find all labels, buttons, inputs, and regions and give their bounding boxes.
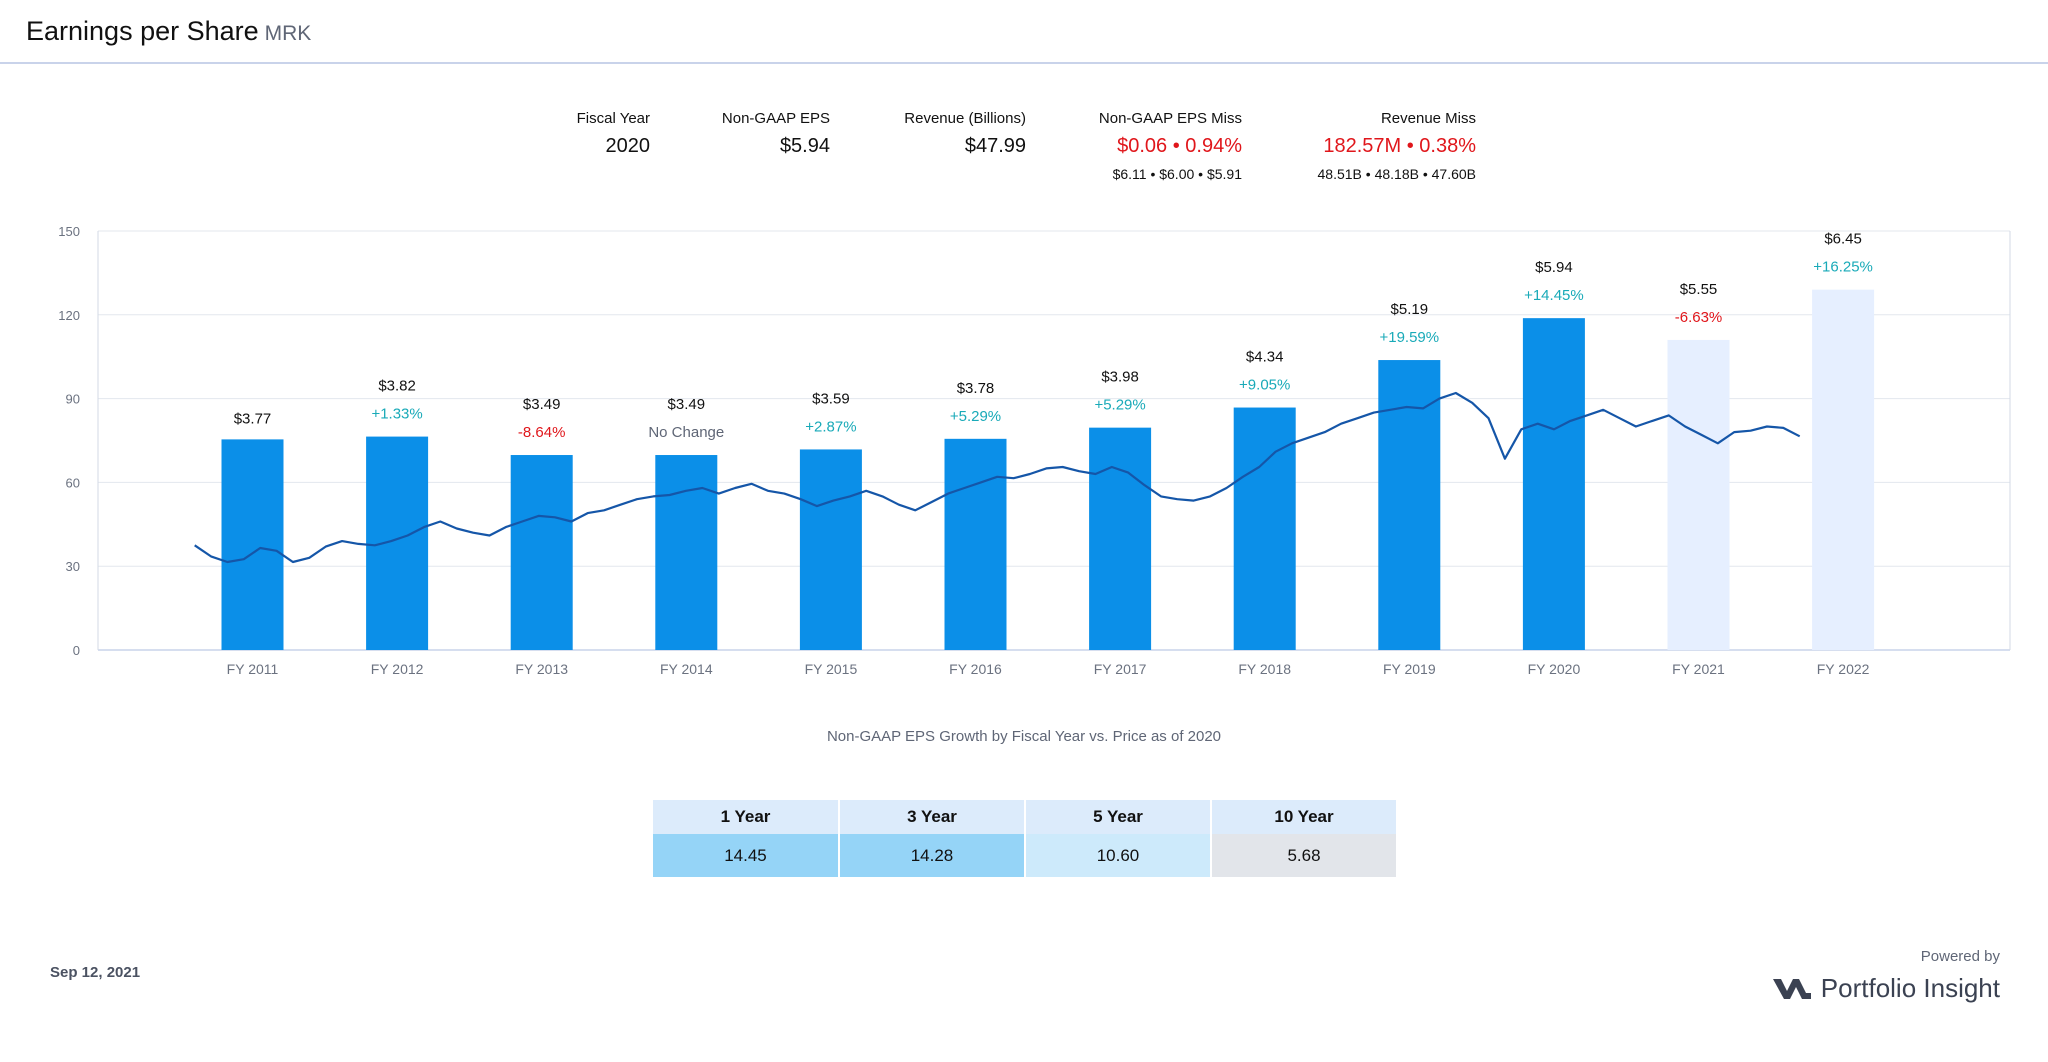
stat-value: 2020 <box>605 135 651 157</box>
eps-value-label: $5.19 <box>1391 301 1429 318</box>
stat-sub: $6.11 • $6.00 • $5.91 <box>1112 166 1242 182</box>
page-header: Earnings per Share MRK <box>0 0 2048 64</box>
eps-value-label: $3.49 <box>523 396 561 413</box>
x-tick-label: FY 2016 <box>949 661 1002 677</box>
stat-sub: 48.51B • 48.18B • 47.60B <box>1317 166 1476 182</box>
eps-value-label: $3.98 <box>1101 369 1139 386</box>
eps-bar[interactable] <box>944 438 1007 650</box>
eps-change-label: +9.05% <box>1239 377 1290 394</box>
eps-value-label: $3.59 <box>812 390 850 407</box>
eps-change-label: -6.63% <box>1675 309 1723 326</box>
growth-value-1y: 14.45 <box>653 834 840 877</box>
x-tick-label: FY 2019 <box>1383 661 1436 677</box>
powered-by[interactable]: Powered by Portfolio Insight <box>1772 948 2000 1004</box>
y-tick-label: 60 <box>66 475 80 490</box>
stat-revenue-miss: Revenue Miss 182.57M • 0.38% 48.51B • 48… <box>1290 110 1476 182</box>
y-tick-label: 90 <box>66 392 80 407</box>
y-tick-label: 0 <box>73 643 80 658</box>
stat-revenue: Revenue (Billions) $47.99 <box>870 110 1026 158</box>
growth-table: 1 Year 3 Year 5 Year 10 Year 14.45 14.28… <box>653 800 1398 877</box>
eps-bar[interactable] <box>1812 289 1875 650</box>
stat-fiscal-year: Fiscal Year 2020 <box>560 110 650 158</box>
growth-value-5y: 10.60 <box>1025 834 1212 877</box>
x-tick-label: FY 2012 <box>371 661 424 677</box>
eps-bar[interactable] <box>1667 339 1730 650</box>
stat-value: $47.99 <box>964 135 1026 157</box>
y-tick-label: 30 <box>66 559 80 574</box>
page-title: Earnings per Share MRK <box>26 16 311 47</box>
brand[interactable]: Portfolio Insight <box>1772 973 2000 1004</box>
eps-value-label: $5.55 <box>1680 281 1718 298</box>
growth-value-10y: 5.68 <box>1211 834 1398 877</box>
eps-bar[interactable] <box>1522 318 1585 650</box>
eps-change-label: +19.59% <box>1379 329 1439 346</box>
stat-value: $5.94 <box>779 135 830 157</box>
eps-change-label: +14.45% <box>1524 287 1584 304</box>
eps-value-label: $4.34 <box>1246 349 1284 366</box>
growth-header-5y: 5 Year <box>1025 800 1212 834</box>
growth-caption: Non-GAAP EPS Growth by Fiscal Year vs. P… <box>826 728 1222 745</box>
brand-name: Portfolio Insight <box>1820 973 2000 1003</box>
growth-header-1y: 1 Year <box>653 800 840 834</box>
growth-header-3y: 3 Year <box>839 800 1026 834</box>
eps-value-label: $3.78 <box>957 380 995 397</box>
powered-by-label: Powered by <box>1920 948 2000 965</box>
eps-bar[interactable] <box>1233 407 1296 650</box>
portfolio-insight-logo-icon <box>1772 978 1811 999</box>
stat-label: Revenue (Billions) <box>904 110 1026 127</box>
eps-bar[interactable] <box>510 455 573 650</box>
eps-change-label: -8.64% <box>518 424 566 441</box>
x-tick-label: FY 2014 <box>660 661 713 677</box>
growth-value-row: 14.45 14.28 10.60 5.68 <box>653 834 1398 877</box>
x-tick-label: FY 2015 <box>805 661 858 677</box>
as-of-date: Sep 12, 2021 <box>50 964 141 981</box>
price-line <box>194 391 1801 564</box>
eps-value-label: $3.82 <box>378 378 416 395</box>
x-tick-label: FY 2011 <box>227 661 279 677</box>
stat-label: Revenue Miss <box>1380 110 1476 127</box>
eps-bar[interactable] <box>1089 427 1152 650</box>
title-text: Earnings per Share <box>26 16 259 46</box>
eps-bar[interactable] <box>221 439 284 650</box>
x-tick-label: FY 2022 <box>1817 661 1870 677</box>
x-tick-label: FY 2021 <box>1672 661 1725 677</box>
stat-label: Non-GAAP EPS Miss <box>1098 110 1242 127</box>
eps-bar[interactable] <box>655 455 718 650</box>
eps-value-label: $6.45 <box>1824 231 1862 248</box>
x-tick-label: FY 2013 <box>515 661 568 677</box>
x-tick-label: FY 2017 <box>1094 661 1147 677</box>
eps-value-label: $3.77 <box>234 410 272 427</box>
stat-eps: Non-GAAP EPS $5.94 <box>700 110 830 158</box>
growth-header-row: 1 Year 3 Year 5 Year 10 Year <box>653 800 1398 834</box>
eps-change-label: +5.29% <box>1094 397 1145 414</box>
eps-change-label: +1.33% <box>371 406 422 423</box>
eps-chart: 0 30 60 90 120 150 $3.77 $3.82 +1.33% $3.49 -8.64%… <box>58 224 2011 677</box>
eps-change-label: +2.87% <box>805 418 856 435</box>
x-tick-label: FY 2018 <box>1238 661 1291 677</box>
ticker-symbol: MRK <box>264 22 312 45</box>
eps-change-label: +5.29% <box>950 408 1001 425</box>
stat-label: Non-GAAP EPS <box>721 110 830 127</box>
stat-label: Fiscal Year <box>576 110 650 127</box>
eps-change-label: +16.25% <box>1813 259 1873 276</box>
y-tick-label: 120 <box>58 308 80 323</box>
eps-change-label: No Change <box>648 424 724 441</box>
eps-value-label: $5.94 <box>1535 259 1573 276</box>
stat-eps-miss: Non-GAAP EPS Miss $0.06 • 0.94% $6.11 • … <box>1070 110 1242 182</box>
eps-bar[interactable] <box>366 436 429 650</box>
stat-value: $0.06 • 0.94% <box>1117 135 1242 157</box>
eps-bar[interactable] <box>1378 360 1441 650</box>
y-tick-label: 150 <box>58 224 80 239</box>
growth-header-10y: 10 Year <box>1211 800 1398 834</box>
x-tick-label: FY 2020 <box>1528 661 1581 677</box>
eps-value-label: $3.49 <box>668 396 706 413</box>
stat-value: 182.57M • 0.38% <box>1323 135 1476 157</box>
growth-value-3y: 14.28 <box>839 834 1026 877</box>
eps-bar[interactable] <box>799 449 862 650</box>
